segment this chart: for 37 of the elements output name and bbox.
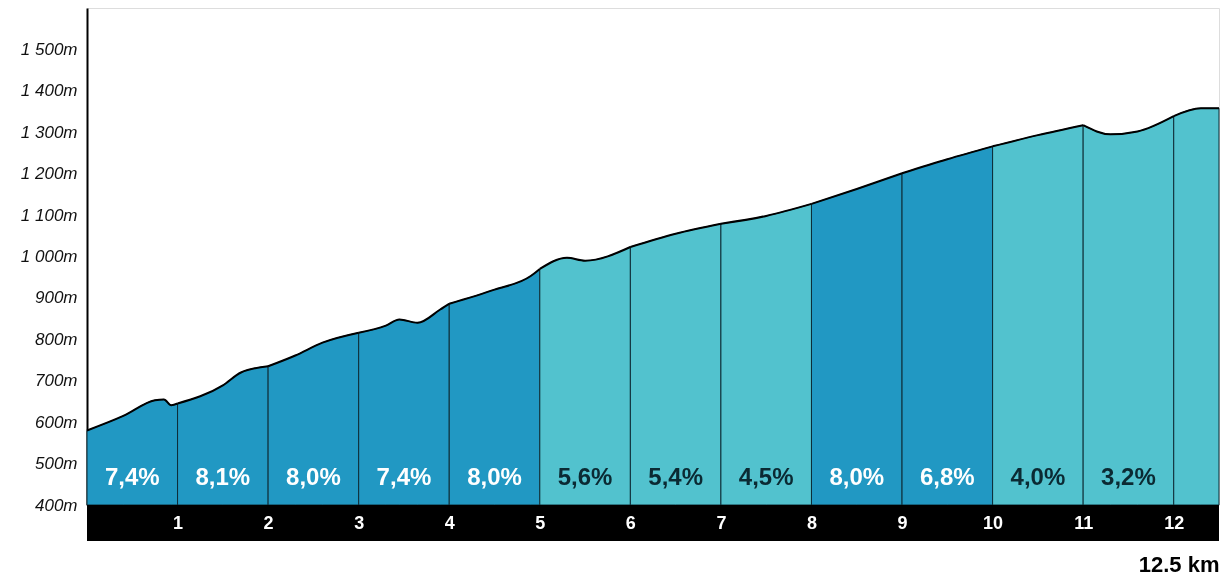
x-axis-title: 12.5 km bbox=[1138, 551, 1220, 577]
x-tick-label: 9 bbox=[897, 512, 908, 533]
annotation: 4,0% bbox=[1010, 463, 1066, 490]
y-tick-label: 1 400m bbox=[20, 81, 78, 101]
x-tick-label: 2 bbox=[263, 512, 274, 533]
x-tick-label: 4 bbox=[444, 512, 455, 533]
annotation: 4,5% bbox=[738, 463, 794, 490]
y-tick-label: 1 100m bbox=[20, 205, 78, 225]
y-tick-label: 1 300m bbox=[20, 122, 78, 142]
x-tick-label: 8 bbox=[806, 512, 817, 533]
y-tick-label: 400m bbox=[34, 495, 78, 515]
annotation: 7,4% bbox=[376, 463, 432, 490]
annotation: 6,8% bbox=[919, 463, 975, 490]
x-tick-label: 3 bbox=[354, 512, 365, 533]
annotation: 3,2% bbox=[1101, 463, 1156, 490]
annotation: 8,0% bbox=[467, 463, 522, 490]
annotation: 8,0% bbox=[829, 463, 885, 490]
y-tick-label: 1 200m bbox=[20, 164, 78, 184]
annotation: 8,0% bbox=[286, 463, 341, 490]
y-tick-label: 1 000m bbox=[20, 247, 78, 266]
x-tick-label: 1 bbox=[173, 512, 184, 533]
y-tick-label: 600m bbox=[34, 412, 78, 432]
y-tick-label: 500m bbox=[34, 454, 78, 474]
annotation: 7,4% bbox=[104, 463, 160, 490]
x-tick-label: 7 bbox=[716, 512, 727, 533]
y-tick-label: 1 500m bbox=[20, 39, 78, 59]
x-tick-label: 6 bbox=[625, 512, 636, 533]
annotation: 5,6% bbox=[557, 463, 613, 490]
y-tick-label: 700m bbox=[34, 371, 78, 391]
y-tick-label: 900m bbox=[34, 288, 78, 308]
annotation: 5,4% bbox=[648, 463, 703, 490]
x-tick-label: 11 bbox=[1074, 512, 1094, 533]
x-tick-label: 10 bbox=[983, 512, 1004, 533]
x-tick-label: 5 bbox=[535, 512, 546, 533]
y-tick-label: 800m bbox=[34, 329, 78, 349]
x-tick-label: 12 bbox=[1164, 512, 1185, 533]
annotation: 8,1% bbox=[195, 463, 251, 490]
